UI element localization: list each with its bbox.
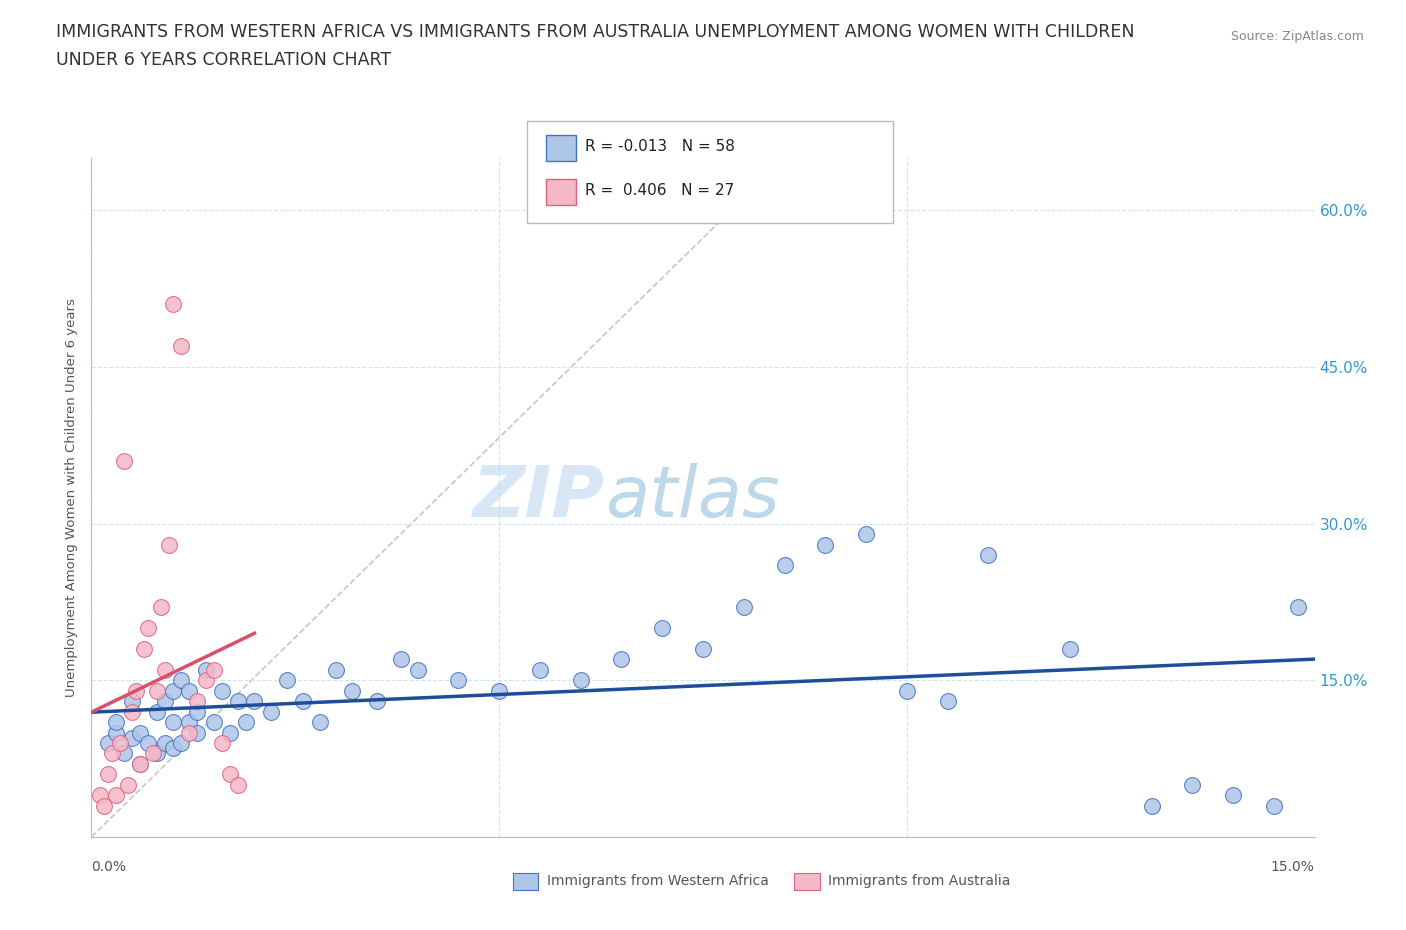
Text: atlas: atlas — [605, 463, 780, 532]
Point — [104, 714, 127, 729]
Point — [153, 662, 176, 677]
Point — [243, 694, 266, 709]
Point — [529, 662, 551, 677]
Y-axis label: Unemployment Among Women with Children Under 6 years: Unemployment Among Women with Children U… — [65, 299, 79, 697]
Point — [325, 662, 347, 677]
Point — [896, 684, 918, 698]
Point — [112, 746, 135, 761]
Point — [112, 454, 135, 469]
Point — [235, 714, 257, 729]
Point — [651, 620, 673, 635]
Point — [104, 725, 127, 740]
Point — [129, 756, 152, 771]
Point — [855, 526, 877, 541]
Point — [149, 600, 172, 615]
Point — [129, 756, 152, 771]
Text: R =  0.406   N = 27: R = 0.406 N = 27 — [585, 183, 734, 198]
Point — [157, 538, 180, 552]
Point — [145, 704, 167, 719]
Point — [162, 297, 184, 312]
Point — [153, 694, 176, 709]
Point — [93, 798, 115, 813]
Point — [186, 694, 208, 709]
Point — [186, 725, 208, 740]
Point — [1181, 777, 1204, 792]
Point — [977, 548, 1000, 563]
Point — [406, 662, 429, 677]
Point — [211, 684, 233, 698]
Point — [447, 673, 470, 688]
Text: IMMIGRANTS FROM WESTERN AFRICA VS IMMIGRANTS FROM AUSTRALIA UNEMPLOYMENT AMONG W: IMMIGRANTS FROM WESTERN AFRICA VS IMMIGR… — [56, 23, 1135, 41]
Point — [121, 694, 143, 709]
Point — [97, 767, 120, 782]
Point — [134, 642, 156, 657]
Point — [1059, 642, 1081, 657]
Point — [342, 684, 364, 698]
Text: UNDER 6 YEARS CORRELATION CHART: UNDER 6 YEARS CORRELATION CHART — [56, 51, 391, 69]
Point — [1286, 600, 1309, 615]
Point — [145, 684, 167, 698]
Point — [211, 736, 233, 751]
Point — [733, 600, 755, 615]
Point — [488, 684, 510, 698]
Point — [366, 694, 388, 709]
Point — [226, 694, 249, 709]
Text: R = -0.013   N = 58: R = -0.013 N = 58 — [585, 139, 735, 153]
Text: 0.0%: 0.0% — [91, 860, 127, 874]
Point — [179, 725, 201, 740]
Point — [389, 652, 412, 667]
Point — [138, 620, 160, 635]
Text: Immigrants from Australia: Immigrants from Australia — [828, 873, 1011, 888]
Text: Source: ZipAtlas.com: Source: ZipAtlas.com — [1230, 30, 1364, 43]
Point — [1140, 798, 1163, 813]
Point — [936, 694, 959, 709]
Point — [145, 746, 167, 761]
Point — [276, 673, 298, 688]
Point — [260, 704, 283, 719]
Point — [610, 652, 633, 667]
Point — [104, 788, 127, 803]
Point — [186, 704, 208, 719]
Text: 15.0%: 15.0% — [1271, 860, 1315, 874]
Point — [162, 741, 184, 756]
Point — [569, 673, 592, 688]
Point — [153, 736, 176, 751]
Point — [1263, 798, 1285, 813]
Point — [202, 662, 225, 677]
Point — [170, 673, 193, 688]
Point — [308, 714, 330, 729]
Point — [202, 714, 225, 729]
Point — [89, 788, 111, 803]
Point — [292, 694, 315, 709]
Text: ZIP: ZIP — [472, 463, 605, 532]
Point — [162, 684, 184, 698]
Text: Immigrants from Western Africa: Immigrants from Western Africa — [547, 873, 769, 888]
Point — [179, 684, 201, 698]
Point — [194, 662, 217, 677]
Point — [121, 730, 143, 745]
Point — [125, 684, 148, 698]
Point — [814, 538, 837, 552]
Point — [141, 746, 163, 761]
Point — [692, 642, 714, 657]
Point — [138, 736, 160, 751]
Point — [129, 725, 152, 740]
Point — [219, 767, 242, 782]
Point — [170, 736, 193, 751]
Point — [117, 777, 139, 792]
Point — [773, 558, 796, 573]
Point — [108, 736, 131, 751]
Point — [170, 339, 193, 353]
Point — [162, 714, 184, 729]
Point — [226, 777, 249, 792]
Point — [179, 714, 201, 729]
Point — [121, 704, 143, 719]
Point — [219, 725, 242, 740]
Point — [1222, 788, 1244, 803]
Point — [101, 746, 124, 761]
Point — [97, 736, 120, 751]
Point — [194, 673, 217, 688]
